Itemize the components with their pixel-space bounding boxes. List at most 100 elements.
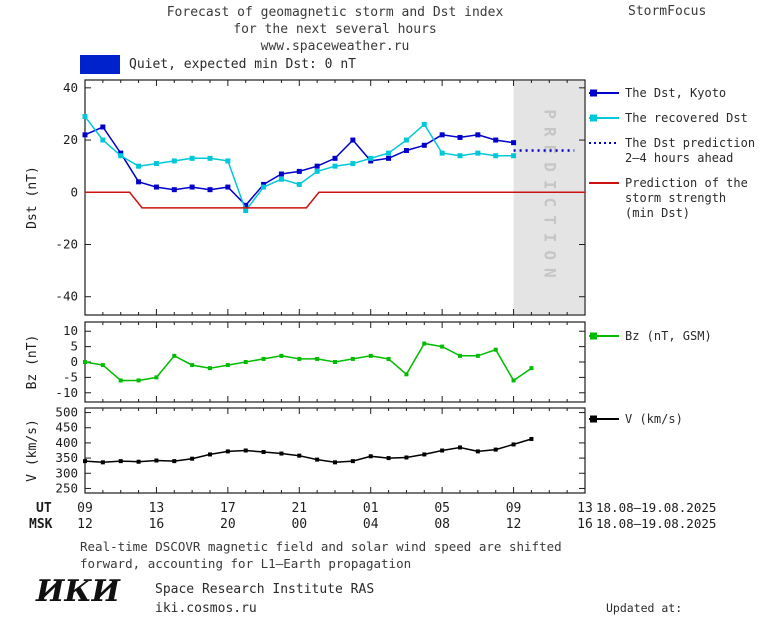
- bz-y-axis-label: Bz (nT): [25, 335, 40, 390]
- msk-tick-label: 00: [291, 517, 307, 532]
- y-tick-label: 350: [55, 450, 78, 465]
- legend-dst-kyoto: The Dst, Kyoto: [589, 86, 760, 101]
- recovered-dst-marker: [457, 153, 463, 159]
- dst-kyoto-marker: [153, 184, 159, 190]
- v-marker: [333, 460, 337, 465]
- recovered-dst-marker: [421, 121, 427, 127]
- dst-kyoto-marker: [207, 187, 213, 193]
- ut-tick-label: 05: [434, 501, 450, 516]
- prediction-zone-label: PREDICTION: [540, 109, 559, 285]
- v-marker: [261, 450, 266, 455]
- bz-marker: [493, 347, 498, 352]
- brand-stormfocus: StormFocus: [628, 4, 707, 19]
- legend-v-marker-icon: [589, 415, 619, 423]
- v-marker: [475, 449, 480, 454]
- recovered-dst-marker: [493, 153, 499, 159]
- legend-bz-marker-icon: [589, 332, 619, 340]
- ut-tick-label: 09: [77, 501, 93, 516]
- dst-kyoto-marker: [189, 184, 195, 190]
- recovered-dst-marker: [314, 168, 320, 174]
- v-marker: [208, 452, 212, 457]
- dst-kyoto-marker: [314, 163, 320, 169]
- recovered-dst-marker: [403, 137, 409, 143]
- recovered-dst-marker: [332, 163, 338, 169]
- y-tick-label: 20: [63, 132, 78, 147]
- y-tick-label: 40: [63, 80, 78, 95]
- ut-tick-label: 01: [363, 501, 379, 516]
- title-line-3: www.spaceweather.ru: [260, 39, 410, 54]
- dst-kyoto-marker: [136, 179, 142, 185]
- v-marker: [511, 442, 516, 447]
- dst-kyoto-marker: [439, 132, 445, 138]
- dst-kyoto-marker: [171, 187, 177, 193]
- recovered-dst-marker: [475, 150, 481, 156]
- v-marker: [529, 436, 534, 441]
- v-y-axis-label: V (km/s): [25, 419, 40, 482]
- dst-kyoto-marker: [403, 148, 409, 153]
- dst-y-axis-label: Dst (nT): [25, 166, 40, 229]
- institute-block: Space Research Institute RAS iki.cosmos.…: [155, 580, 374, 618]
- bz-marker: [529, 366, 534, 371]
- msk-row-label: MSK: [29, 517, 53, 532]
- v-series: [84, 438, 532, 464]
- institute-site: iki.cosmos.ru: [155, 601, 257, 616]
- legend-bz: Bz (nT, GSM): [589, 329, 760, 344]
- dst-kyoto-marker: [421, 142, 427, 148]
- recovered-dst-marker: [82, 114, 88, 120]
- recovered-dst-marker: [189, 155, 195, 161]
- y-tick-label: 500: [55, 405, 78, 420]
- recovered-dst-marker: [296, 181, 302, 187]
- dst-legend: The Dst, Kyoto The recovered Dst The Dst p…: [589, 86, 760, 231]
- dst-kyoto-series: [84, 126, 514, 207]
- bz-marker: [118, 378, 123, 383]
- y-tick-label: 250: [55, 480, 78, 495]
- y-tick-label: 400: [55, 435, 78, 450]
- v-marker: [225, 449, 230, 454]
- msk-date-range: 18.08–19.08.2025: [596, 516, 716, 531]
- recovered-dst-marker: [278, 176, 284, 182]
- msk-tick-label: 16: [149, 517, 165, 532]
- bz-marker: [225, 363, 230, 368]
- bz-marker: [208, 366, 212, 371]
- title-line-1: Forecast of geomagnetic storm and Dst in…: [166, 5, 504, 20]
- recovered-dst-marker: [439, 150, 445, 156]
- recovered-dst-marker: [100, 137, 106, 143]
- updated-label: Updated at:: [606, 601, 683, 615]
- v-marker: [136, 459, 141, 464]
- msk-tick-label: 08: [434, 517, 450, 532]
- title-line-2: for the next several hours: [233, 22, 437, 37]
- legend-dst-prediction-label: The Dst prediction 2–4 hours ahead: [625, 136, 756, 165]
- msk-tick-label: 16: [577, 517, 593, 532]
- v-legend: V (km/s): [589, 412, 760, 437]
- recovered-dst-marker: [243, 208, 249, 214]
- v-marker: [154, 458, 159, 463]
- legend-dst-kyoto-label: The Dst, Kyoto: [625, 86, 727, 100]
- recovered-dst-marker: [511, 153, 517, 159]
- bz-legend: Bz (nT, GSM): [589, 329, 760, 354]
- recovered-dst-marker: [261, 184, 267, 190]
- legend-recovered-dst: The recovered Dst: [589, 111, 760, 126]
- v-marker: [190, 456, 195, 461]
- recovered-dst-series: [84, 116, 514, 213]
- legend-storm-strength: Prediction of the storm strength (min Dst): [589, 176, 760, 221]
- legend-bz-label: Bz (nT, GSM): [625, 329, 712, 343]
- recovered-dst-marker: [368, 155, 374, 161]
- legend-dst-prediction: The Dst prediction 2–4 hours ahead: [589, 136, 760, 166]
- bz-marker: [440, 344, 445, 349]
- ut-row-label: UT: [36, 501, 52, 516]
- v-marker: [422, 452, 427, 457]
- legend-recovered-dst-marker-icon: [589, 114, 619, 122]
- footnote-line-2: forward, accounting for L1–Earth propaga…: [80, 556, 412, 571]
- bz-marker: [154, 375, 159, 380]
- dst-kyoto-marker: [368, 158, 374, 164]
- bz-marker: [83, 360, 87, 364]
- v-marker: [386, 456, 391, 461]
- bz-marker: [172, 353, 177, 358]
- dst-kyoto-marker: [243, 202, 249, 208]
- bz-marker: [243, 360, 248, 364]
- legend-dst-kyoto-marker-icon: [589, 89, 619, 97]
- dst-kyoto-marker: [225, 184, 231, 190]
- msk-tick-label: 04: [363, 517, 379, 532]
- v-marker: [297, 453, 302, 458]
